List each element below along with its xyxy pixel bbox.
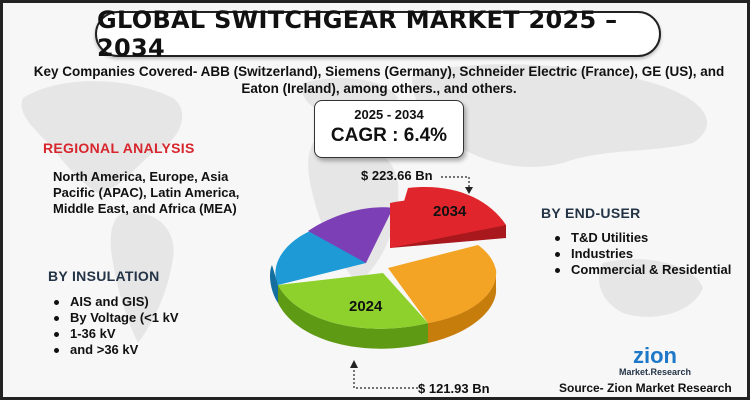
logo-sub: Market.Research (619, 367, 691, 377)
zion-logo-icon: zion Market.Research (619, 343, 691, 377)
pie-slice-purple (308, 207, 393, 263)
list-item: Commercial & Residential (549, 262, 731, 278)
regional-analysis-text: North America, Europe, Asia Pacific (APA… (53, 169, 240, 216)
list-item: 1-36 kV (48, 326, 179, 342)
list-item: and >36 kV (48, 342, 179, 358)
pie-slice-orange (388, 245, 497, 323)
key-companies-text: Key Companies Covered- ABB (Switzerland)… (33, 64, 725, 96)
list-item: T&D Utilities (549, 230, 731, 246)
source-text: Source- Zion Market Research (559, 381, 732, 395)
forecast-period: 2025 - 2034 (354, 107, 424, 122)
title-banner: GLOBAL SWITCHGEAR MARKET 2025 – 2034 (95, 6, 661, 62)
market-value-2034: $ 223.66 Bn (361, 168, 433, 183)
year-label-2024: 2024 (349, 298, 383, 315)
logo-name: zion (633, 343, 677, 368)
insulation-list: AIS and GIS) By Voltage (<1 kV 1-36 kV a… (48, 294, 179, 358)
market-value-2024: $ 121.93 Bn (418, 381, 490, 396)
end-user-list: T&D Utilities Industries Commercial & Re… (549, 230, 731, 278)
pie-slice-red-top (390, 187, 506, 248)
list-item: By Voltage (<1 kV (48, 310, 179, 326)
page-title: GLOBAL SWITCHGEAR MARKET 2025 – 2034 (97, 6, 618, 62)
year-label-2034: 2034 (433, 203, 467, 220)
market-pie-chart (270, 187, 506, 349)
pie-slice-green (278, 273, 428, 329)
pie-depth-green (278, 285, 428, 349)
pie-depth-blue (270, 265, 278, 303)
pie-depth-orange (428, 270, 497, 343)
list-item: AIS and GIS) (48, 294, 179, 310)
regional-analysis-heading: REGIONAL ANALYSIS (43, 140, 195, 156)
cagr-value: CAGR : 6.4% (330, 125, 448, 146)
connector-2034-icon (441, 176, 473, 194)
cagr-box: 2025 - 2034 CAGR : 6.4% (314, 100, 464, 158)
connector-2024-icon (350, 360, 419, 389)
insulation-heading: BY INSULATION (48, 268, 160, 284)
end-user-heading: BY END-USER (541, 205, 641, 221)
list-item: Industries (549, 246, 731, 262)
